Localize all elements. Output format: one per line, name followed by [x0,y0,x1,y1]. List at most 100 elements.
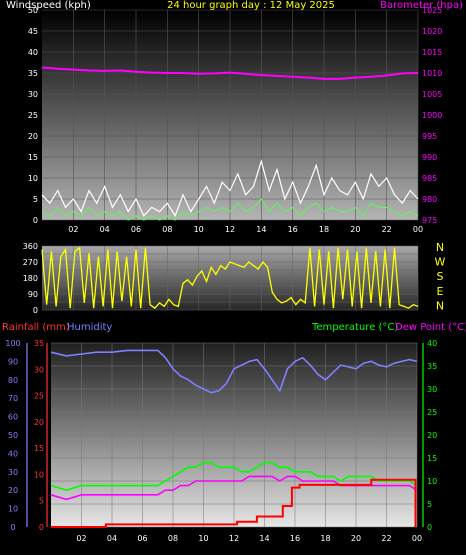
x-tick-label: 06 [131,225,141,234]
rainfall-tick-label: 5 [39,497,44,506]
barometer-tick-label: 985 [422,174,437,183]
barometer-tick-label: 1000 [422,111,442,120]
series-line-barometer [41,66,419,80]
wind-tick-label: 25 [28,111,38,120]
compass-label: W [435,256,446,269]
temperature-tick-label: 20 [427,431,437,440]
humidity-tick-label: 30 [8,468,18,477]
humidity-tick-label: 10 [8,505,18,514]
wind-tick-label: 10 [28,174,38,183]
direction-tick-label: 180 [23,274,38,283]
x-tick-label: 12 [229,534,239,543]
rainfall-tick-label: 30 [34,365,44,374]
series-wind-barometer [41,66,419,221]
rainfall-tick-label: 10 [34,470,44,479]
grid-temperature [51,342,418,528]
barometer-tick-label: 1015 [422,48,442,57]
wind-tick-label: 0 [33,216,38,225]
series-line-temperature [50,461,418,492]
compass-label: N [436,241,444,254]
wind-tick-label: 5 [33,195,38,204]
x-tick-label: 06 [137,534,147,543]
temperature-tick-label: 40 [427,339,437,348]
humidity-tick-label: 0 [10,523,15,532]
humidity-tick-label: 60 [8,413,18,422]
temperature-tick-label: 25 [427,408,437,417]
humidity-tick-label: 80 [8,376,18,385]
wind-tick-label: 45 [28,27,38,36]
x-tick-label: 18 [320,534,330,543]
wind-tick-label: 50 [28,6,38,15]
x-tick-label: 18 [319,225,329,234]
chart-title: 24 hour graph day : 12 May 2025 [167,0,335,11]
humidity-axis-label: Humidity [67,322,112,333]
barometer-tick-label: 990 [422,153,437,162]
temperature-tick-label: 5 [427,500,432,509]
x-tick-label: 04 [100,225,110,234]
grid-wind [42,9,419,221]
direction-tick-label: 90 [28,290,38,299]
wind-tick-label: 40 [28,48,38,57]
x-tick-label: 22 [381,534,391,543]
temperature-tick-label: 10 [427,477,437,486]
barometer-tick-label: 975 [422,216,437,225]
x-tick-label: 00 [413,225,423,234]
x-tick-label: 14 [259,534,269,543]
x-tick-label: 20 [351,534,361,543]
temperature-tick-label: 15 [427,454,437,463]
x-tick-label: 08 [162,225,172,234]
rainfall-tick-label: 35 [34,339,44,348]
barometer-tick-label: 1005 [422,90,442,99]
x-tick-label: 00 [412,534,422,543]
series-line-wind-direction [41,246,419,310]
direction-tick-label: 360 [23,242,38,251]
ticks-wind: 0510152025303540455097598098599099510001… [28,6,443,234]
dew-point-axis-label: Dew Point (°C) [395,322,466,333]
barometer-tick-label: 980 [422,195,437,204]
x-tick-label: 10 [194,225,204,234]
compass-label: N [436,299,444,312]
barometer-tick-label: 1010 [422,69,442,78]
humidity-tick-label: 90 [8,357,18,366]
rainfall-axis-label: Rainfall (mm) [2,322,70,333]
humidity-tick-label: 20 [8,486,18,495]
series-line-average [41,198,419,221]
x-tick-label: 16 [290,534,300,543]
x-tick-label: 10 [198,534,208,543]
barometer-tick-label: 995 [422,132,437,141]
wind-tick-label: 15 [28,153,38,162]
barometer-tick-label: 1025 [422,6,442,15]
temperature-tick-label: 0 [427,523,432,532]
x-tick-label: 02 [68,225,78,234]
humidity-tick-label: 40 [8,449,18,458]
humidity-tick-label: 70 [8,394,18,403]
x-tick-label: 04 [107,534,117,543]
x-tick-label: 02 [76,534,86,543]
rainfall-tick-label: 25 [34,392,44,401]
temperature-tick-label: 35 [427,362,437,371]
wind-tick-label: 30 [28,90,38,99]
compass-label: S [437,270,444,283]
series-line-humidity [50,349,418,394]
temperature-tick-label: 30 [427,385,437,394]
wind-tick-label: 35 [28,69,38,78]
direction-tick-label: 270 [23,258,38,267]
x-tick-label: 08 [168,534,178,543]
temperature-axis-label: Temperature (°C) [311,322,398,333]
x-tick-label: 20 [350,225,360,234]
humidity-tick-label: 100 [5,339,20,348]
rainfall-tick-label: 20 [34,418,44,427]
series-wind-direction [41,246,419,310]
direction-tick-label: 0 [33,306,38,315]
x-tick-label: 22 [382,225,392,234]
wind-axis-label: Windspeed (kph) [6,0,91,11]
compass-label: E [437,285,444,298]
barometer-tick-label: 1020 [422,27,442,36]
series-line-gust [41,159,419,218]
series-temperature [50,349,418,528]
humidity-tick-label: 50 [8,431,18,440]
rainfall-tick-label: 15 [34,444,44,453]
ticks-temperature: 0 5 10 15 20 25 30 35 40 0 10 20 30 40 50 60 70 80 90 10 00 5… [5,339,437,543]
